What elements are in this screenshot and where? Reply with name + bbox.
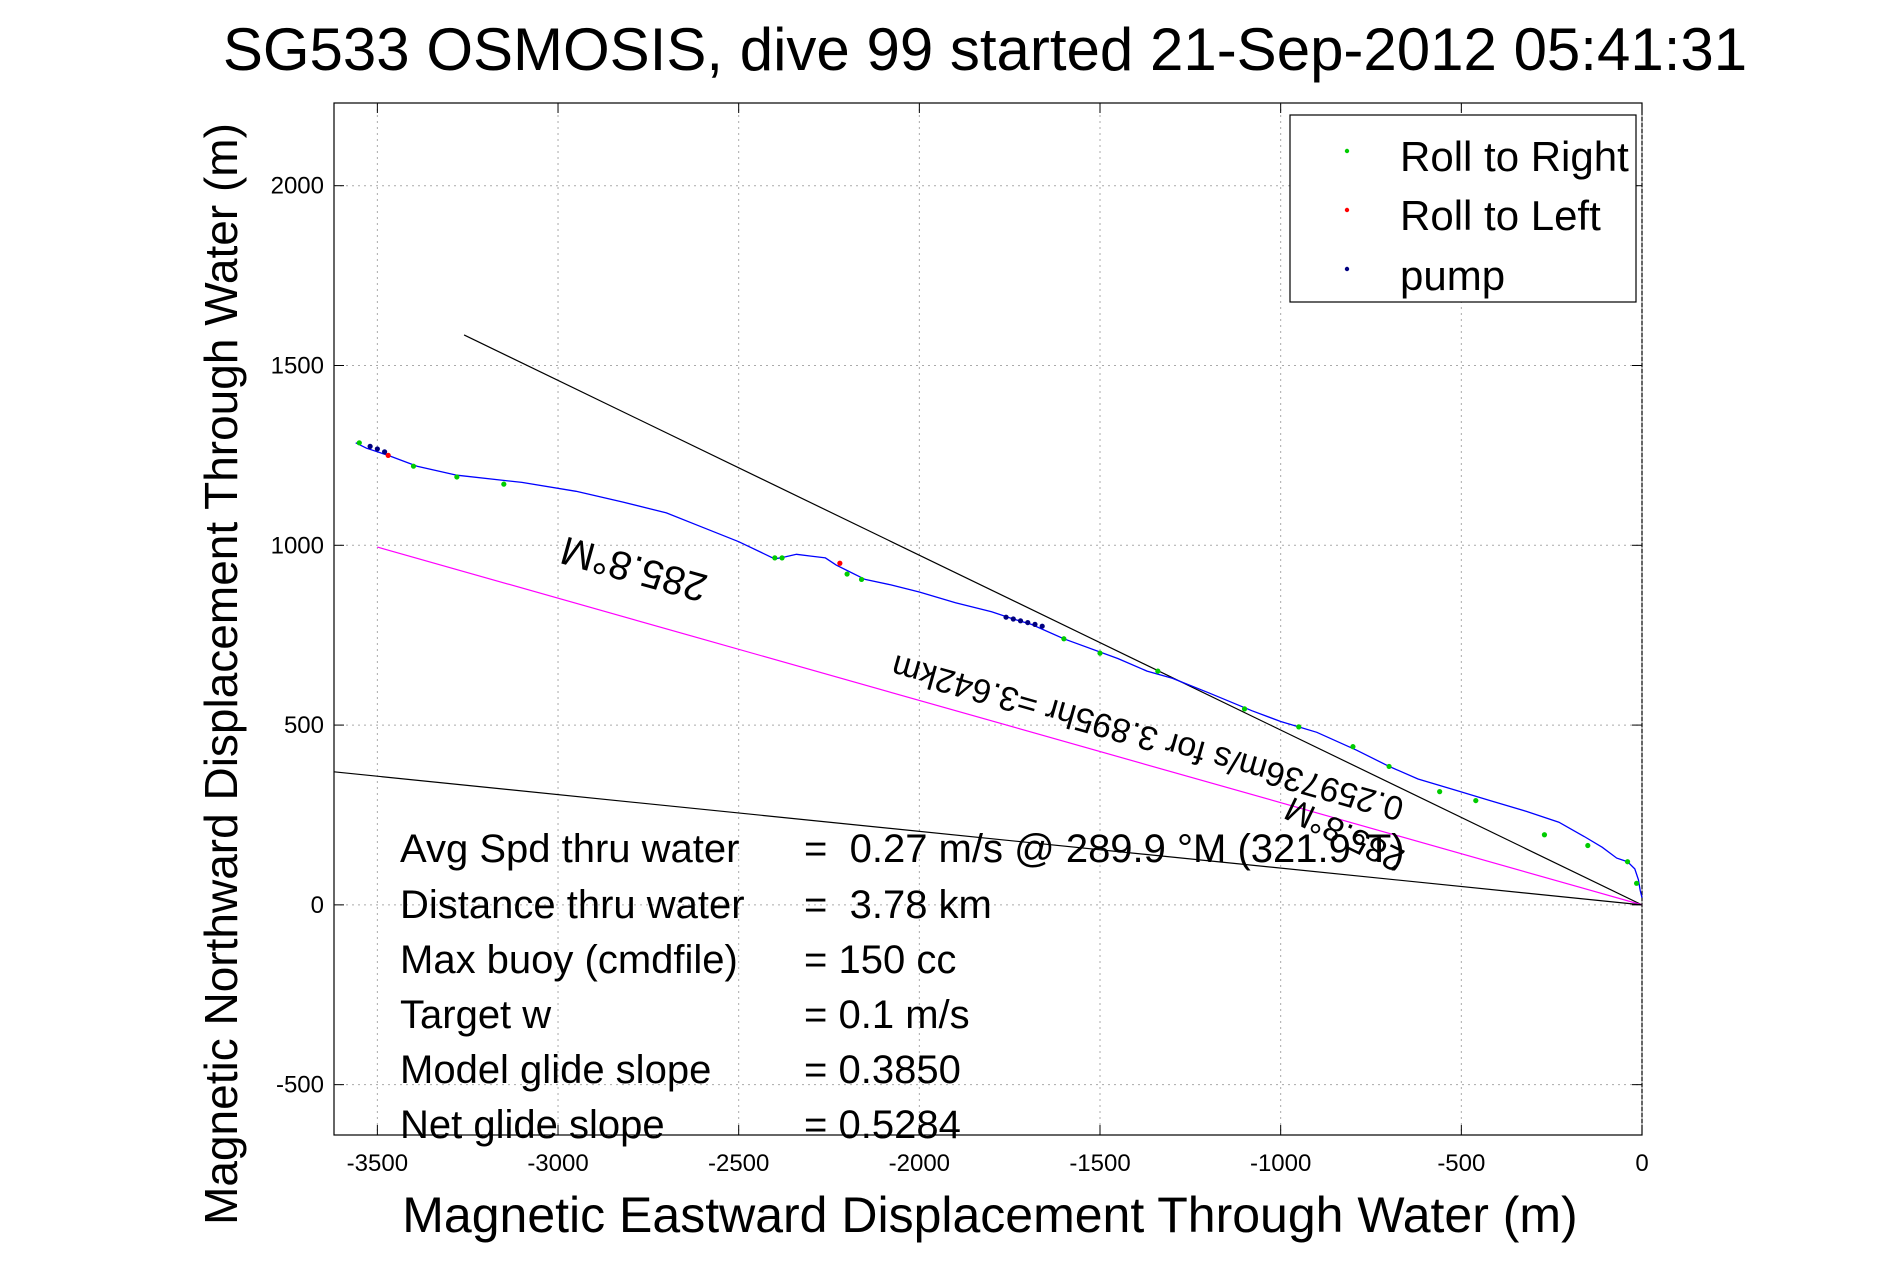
roll-right-point	[454, 474, 460, 480]
stat-label: Target w	[400, 993, 551, 1037]
pump-point	[1017, 618, 1024, 624]
roll-right-point	[1061, 636, 1067, 642]
x-tick-label: -1000	[1250, 1150, 1311, 1177]
roll-right-point	[410, 463, 417, 469]
legend-label-roll-left: Roll to Left	[1400, 192, 1601, 239]
legend-label-pump: pump	[1400, 252, 1505, 299]
y-axis-label: Magnetic Northward Displacement Through …	[195, 123, 247, 1225]
y-tick-label: -500	[276, 1072, 324, 1099]
roll-right-point	[1541, 832, 1548, 838]
pump-point	[367, 443, 373, 450]
pump-point	[381, 449, 388, 455]
stat-label: Distance thru water	[400, 883, 745, 927]
y-tick-label: 2000	[271, 173, 324, 200]
roll-right-point	[501, 481, 507, 487]
stat-value: = 150 cc	[804, 938, 956, 982]
roll-right-point	[1296, 724, 1302, 730]
stat-value: = 3.78 km	[804, 883, 992, 927]
chart-title: SG533 OSMOSIS, dive 99 started 21-Sep-20…	[223, 16, 1747, 83]
legend-label-roll-right: Roll to Right	[1400, 133, 1629, 180]
y-tick-label: 1000	[271, 532, 324, 559]
stats-block: Avg Spd thru water = 0.27 m/s @ 289.9 °M…	[400, 827, 1405, 1147]
stat-label: Model glide slope	[400, 1048, 711, 1092]
roll-right-point	[772, 555, 778, 561]
roll-right-point	[858, 576, 865, 583]
roll-right-point	[1624, 859, 1631, 865]
track-series	[355, 442, 1643, 898]
pump-point	[374, 446, 380, 452]
pump-point	[1032, 621, 1038, 627]
stat-label: Max buoy (cmdfile)	[400, 938, 738, 982]
stat-label: Avg Spd thru water	[400, 827, 739, 871]
legend-marker-roll-left	[1344, 207, 1350, 213]
roll-right-point	[1633, 880, 1640, 886]
track-line-0	[355, 442, 1643, 898]
roll-right-point	[356, 440, 362, 446]
legend: Roll to Right Roll to Left pump	[1289, 114, 1637, 303]
roll-right-point	[779, 555, 785, 561]
x-tick-label: -500	[1437, 1150, 1485, 1177]
reference-line-1	[377, 546, 1643, 906]
y-tick-label: 0	[311, 892, 324, 919]
roll-right-point	[1350, 744, 1356, 750]
roll-right-point	[1241, 706, 1248, 712]
stat-value: = 0.5284	[804, 1103, 961, 1147]
stat-label: Net glide slope	[400, 1103, 665, 1147]
pump-point	[1039, 623, 1045, 629]
y-tick-label: 500	[284, 712, 324, 739]
x-tick-label: 0	[1635, 1150, 1648, 1177]
roll-left-point	[385, 452, 391, 458]
reference-line-0	[463, 334, 1643, 906]
pump-point	[1003, 614, 1009, 620]
x-tick-label: -2000	[889, 1150, 950, 1177]
legend-marker-pump	[1344, 266, 1350, 272]
y-tick-label: 1500	[271, 352, 324, 379]
roll-right-point	[844, 571, 850, 577]
roll-right-point	[1386, 763, 1392, 770]
x-axis-ticks: -3500 -3000 -2500 -2000 -1500 -1000 -500 0	[347, 103, 1649, 1177]
x-tick-label: -2500	[708, 1150, 769, 1177]
roll-right-point	[1585, 842, 1591, 849]
x-tick-label: -3500	[347, 1150, 408, 1177]
reference-lines	[333, 334, 1643, 906]
pump-point	[1025, 619, 1031, 626]
x-tick-label: -1500	[1069, 1150, 1130, 1177]
reference-line-2	[333, 771, 1643, 906]
roll-right-point	[1473, 797, 1479, 804]
stat-value: = 0.3850	[804, 1048, 961, 1092]
grid	[334, 103, 1643, 1135]
roll-right-point	[1437, 788, 1443, 795]
pump-point	[1010, 616, 1016, 622]
x-tick-label: -3000	[527, 1150, 588, 1177]
x-axis-label: Magnetic Eastward Displacement Through W…	[402, 1187, 1577, 1243]
markers	[356, 440, 1640, 886]
stat-value: = 0.1 m/s	[804, 993, 970, 1037]
legend-marker-roll-right	[1344, 148, 1350, 154]
roll-left-point	[837, 560, 843, 566]
y-axis-ticks: -500 0 500 1000 1500 2000	[271, 173, 1642, 1099]
stat-value: = 0.27 m/s @ 289.9 °M (321.9°T)	[804, 827, 1405, 871]
roll-right-point	[1155, 668, 1161, 674]
roll-right-point	[1097, 650, 1103, 656]
